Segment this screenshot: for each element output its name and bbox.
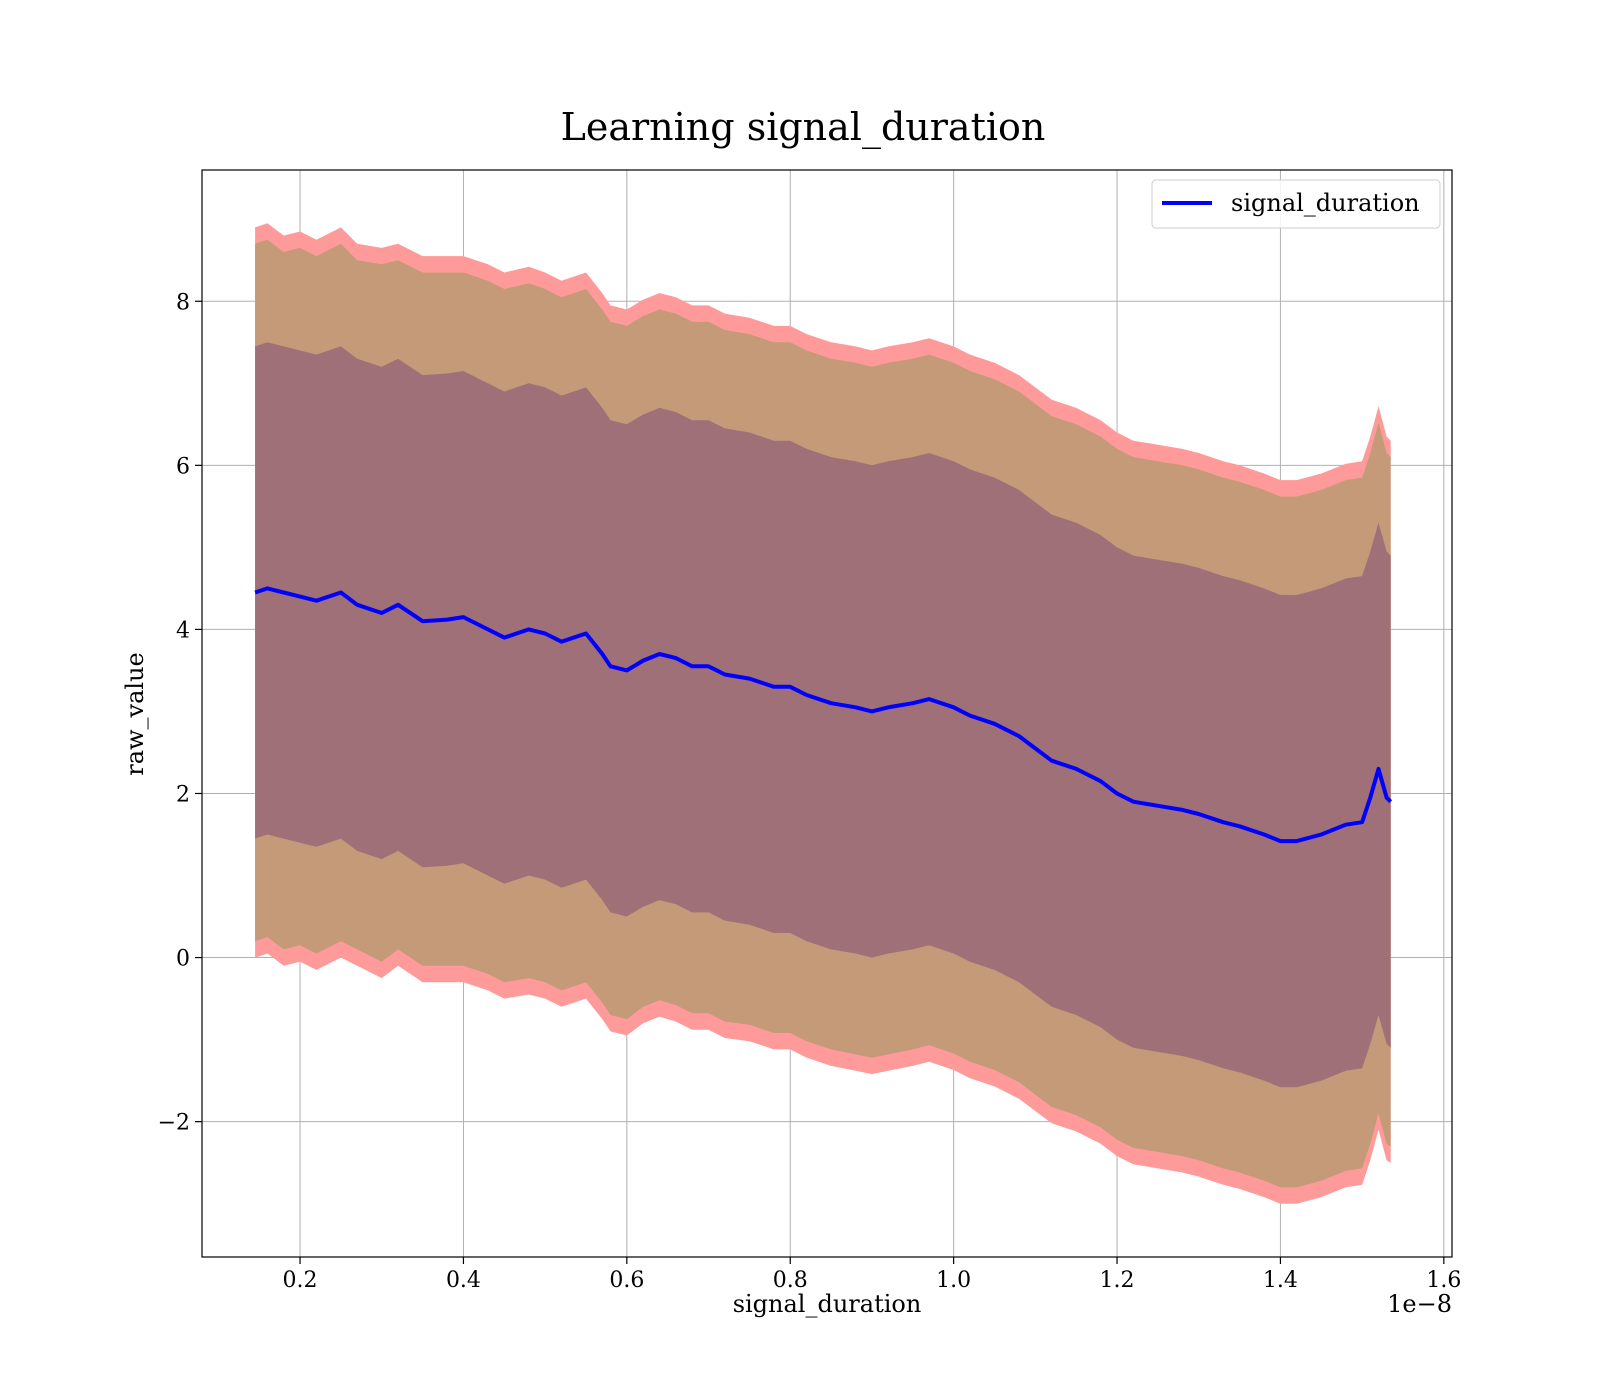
legend-label-signal-duration: signal_duration (1231, 189, 1420, 217)
y-tick-label: 6 (176, 454, 190, 479)
x-axis-ticks: 0.2 0.4 0.6 0.8 1.0 1.2 1.4 1.6 (283, 1257, 1461, 1293)
x-tick-label: 1.6 (1426, 1268, 1461, 1293)
y-axis-ticks: −2 0 2 4 6 8 (158, 290, 202, 1136)
y-axis-label: raw_value (121, 652, 149, 776)
x-tick-label: 1.4 (1263, 1268, 1298, 1293)
legend: signal_duration (1151, 179, 1441, 229)
plot-frame (201, 169, 1453, 1258)
y-tick-label: 2 (176, 782, 190, 807)
x-tick-label: 0.2 (283, 1268, 318, 1293)
y-tick-label: −2 (158, 1111, 190, 1136)
x-tick-label: 0.6 (609, 1268, 644, 1293)
y-tick-label: 4 (176, 618, 190, 643)
x-tick-label: 1.2 (1100, 1268, 1135, 1293)
chart-title: Learning signal_duration (561, 105, 1046, 150)
x-tick-label: 1.0 (936, 1268, 971, 1293)
x-tick-label: 0.8 (773, 1268, 808, 1293)
series-lines (254, 586, 1393, 844)
legend-box (1151, 179, 1441, 229)
x-axis-label: signal_duration (733, 1290, 922, 1318)
y-tick-label: 0 (176, 947, 190, 972)
x-tick-label: 0.4 (446, 1268, 481, 1293)
x-axis-offset-label: 1e−8 (1387, 1290, 1452, 1318)
y-tick-label: 8 (176, 290, 190, 315)
confidence-bands (255, 223, 1391, 1204)
band-inner (255, 342, 1391, 1088)
series-line-signal-duration (254, 586, 1393, 844)
